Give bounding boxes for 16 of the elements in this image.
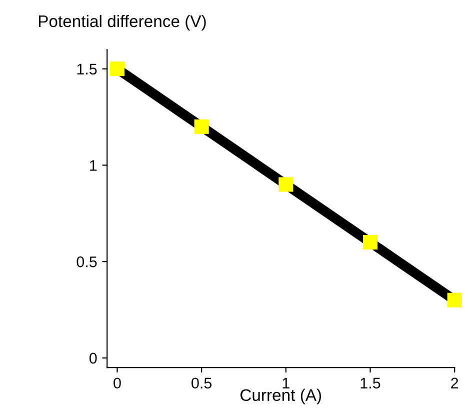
- y-tick-label: 0: [89, 352, 97, 364]
- x-axis-title: Current (A): [240, 388, 322, 404]
- point: [278, 177, 294, 192]
- x-tick-label: 2: [451, 378, 458, 388]
- x-tick-label: 1: [282, 378, 290, 388]
- x-tick-label: 0: [114, 378, 121, 389]
- y-tick-label: 1: [90, 160, 97, 171]
- point: [362, 235, 378, 250]
- point: [194, 119, 209, 134]
- point: [447, 292, 462, 308]
- point: [110, 62, 125, 76]
- y-tick-label: 0.5: [76, 256, 97, 268]
- y-axis-title: Potential difference (V): [38, 14, 206, 30]
- y-tick-label: 1.5: [77, 64, 97, 75]
- x-tick-label: 1.5: [360, 378, 380, 389]
- x-tick-label: 0.5: [192, 378, 212, 389]
